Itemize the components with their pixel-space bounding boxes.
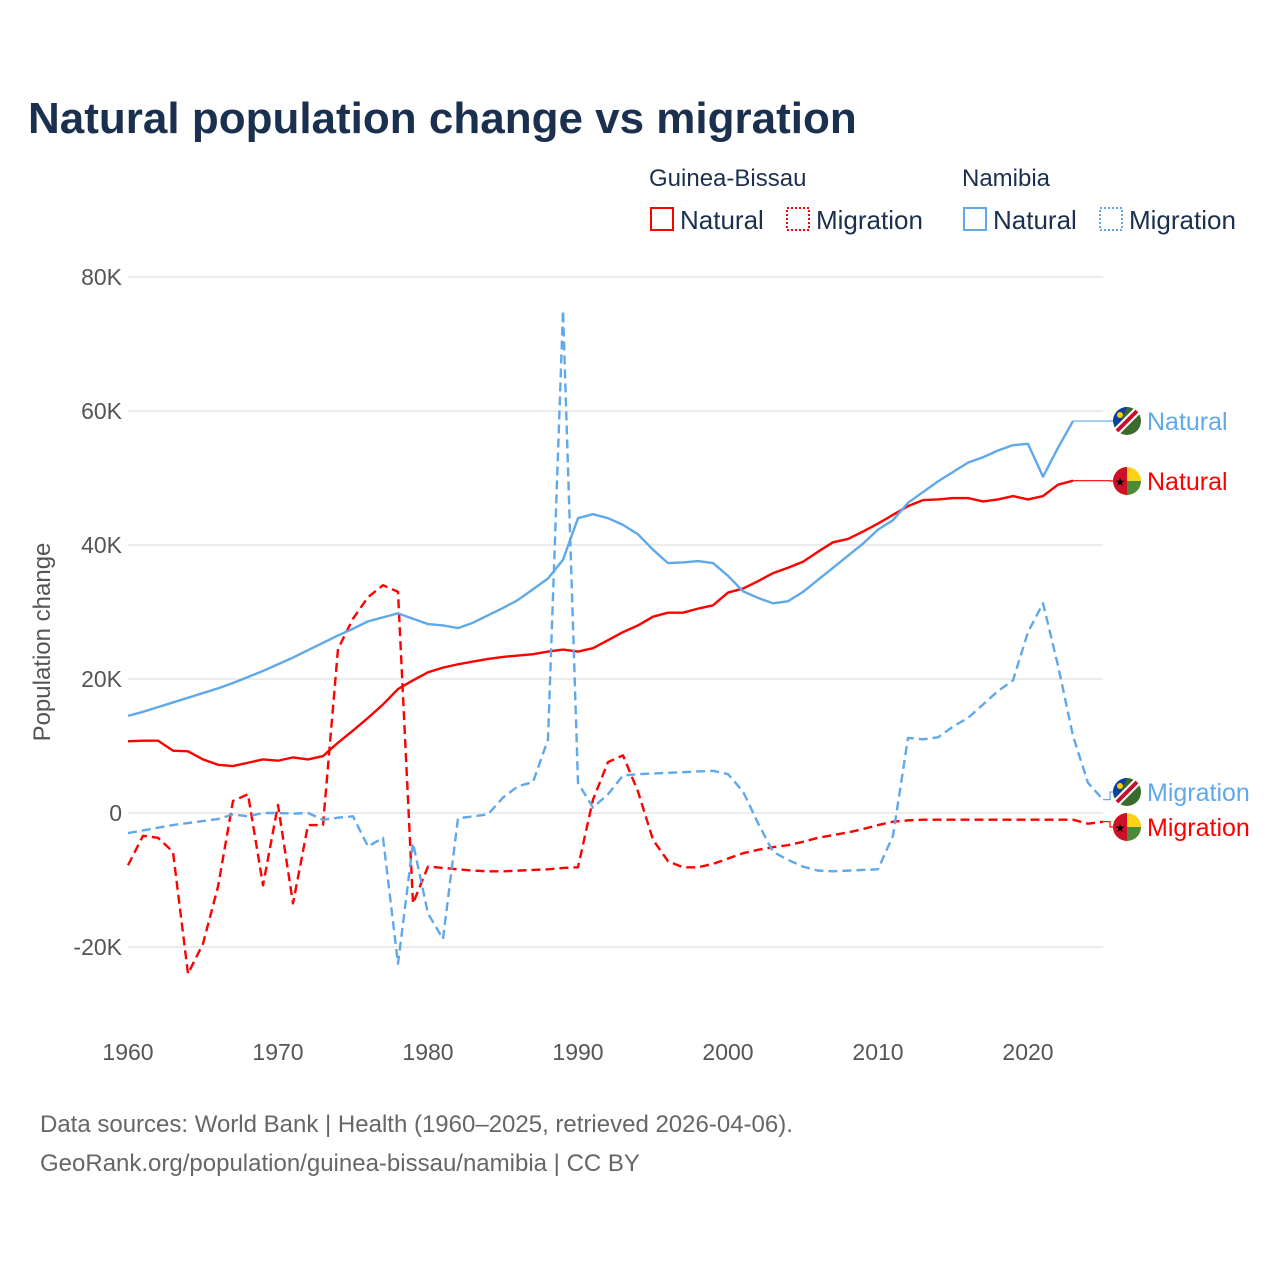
flag-star: ★ (1115, 475, 1126, 489)
series-lines (126, 309, 1104, 975)
y-tick-label: -20K (73, 934, 122, 960)
legend-label-gb-migration[interactable]: Migration (816, 205, 923, 235)
legend-label-na-migration[interactable]: Migration (1129, 205, 1236, 235)
legend: Guinea-Bissau Namibia Natural Migration … (649, 165, 1236, 235)
y-tick-label: 40K (81, 532, 123, 558)
x-tick-label: 1990 (552, 1039, 603, 1065)
legend-swatch-gb-migration (786, 207, 810, 231)
flag-red (1113, 467, 1127, 495)
series-line-guinea-bissau-migration (126, 584, 1104, 975)
legend-group-guinea-bissau: Guinea-Bissau (649, 165, 806, 192)
gridlines (128, 276, 1103, 948)
legend-swatch-gb-natural (650, 207, 674, 231)
y-axis-ticks: 80K 60K 40K 20K 0 -20K (73, 264, 122, 960)
flag-red (1115, 780, 1139, 804)
y-tick-label: 0 (109, 800, 122, 826)
guinea-bissau-flag-icon: ★ (1113, 467, 1141, 495)
end-label: Natural (1147, 408, 1228, 436)
end-label: Natural (1147, 468, 1228, 496)
flag-blue (1113, 407, 1127, 431)
y-tick-label: 80K (81, 264, 123, 290)
x-tick-label: 2020 (1002, 1039, 1053, 1065)
flag-star: ★ (1115, 821, 1126, 835)
flag-red (1115, 409, 1139, 433)
y-tick-label: 60K (81, 398, 123, 424)
y-axis-label: Population change (29, 543, 56, 742)
x-axis-ticks: 1960 1970 1980 1990 2000 2010 2020 (102, 1039, 1053, 1065)
legend-group-namibia: Namibia (962, 165, 1051, 192)
footer-link[interactable]: GeoRank.org/population/guinea-bissau/nam… (40, 1150, 640, 1177)
series-line-namibia-migration (127, 309, 1104, 965)
flag-blue (1113, 778, 1127, 802)
flag-sun (1117, 412, 1123, 418)
x-tick-label: 2010 (852, 1039, 903, 1065)
namibia-flag-icon (1113, 407, 1141, 435)
end-label: Migration (1147, 779, 1250, 807)
end-labels: ★ Natural ★ Migration Natural Migration (1073, 407, 1250, 842)
end-connector (1103, 791, 1113, 801)
legend-label-na-natural[interactable]: Natural (993, 205, 1077, 235)
x-tick-label: 1980 (402, 1039, 453, 1065)
flag-green (1127, 481, 1141, 495)
legend-swatch-na-natural (963, 207, 987, 231)
x-tick-label: 1970 (252, 1039, 303, 1065)
x-tick-label: 1960 (102, 1039, 153, 1065)
footer-sources: Data sources: World Bank | Health (1960–… (40, 1111, 793, 1138)
series-line-namibia-natural (127, 420, 1075, 718)
legend-swatch-na-migration (1099, 207, 1123, 231)
series-line-guinea-bissau-natural (127, 479, 1074, 768)
end-connector (1103, 821, 1113, 828)
x-tick-label: 2000 (702, 1039, 753, 1065)
legend-label-gb-natural[interactable]: Natural (680, 205, 764, 235)
namibia-flag-icon (1113, 778, 1141, 806)
flag-green (1127, 827, 1141, 841)
flag-red (1113, 813, 1127, 841)
y-tick-label: 20K (81, 666, 123, 692)
guinea-bissau-flag-icon: ★ (1113, 813, 1141, 841)
end-label: Migration (1147, 814, 1250, 842)
chart-title: Natural population change vs migration (28, 94, 857, 143)
flag-sun (1117, 783, 1123, 789)
